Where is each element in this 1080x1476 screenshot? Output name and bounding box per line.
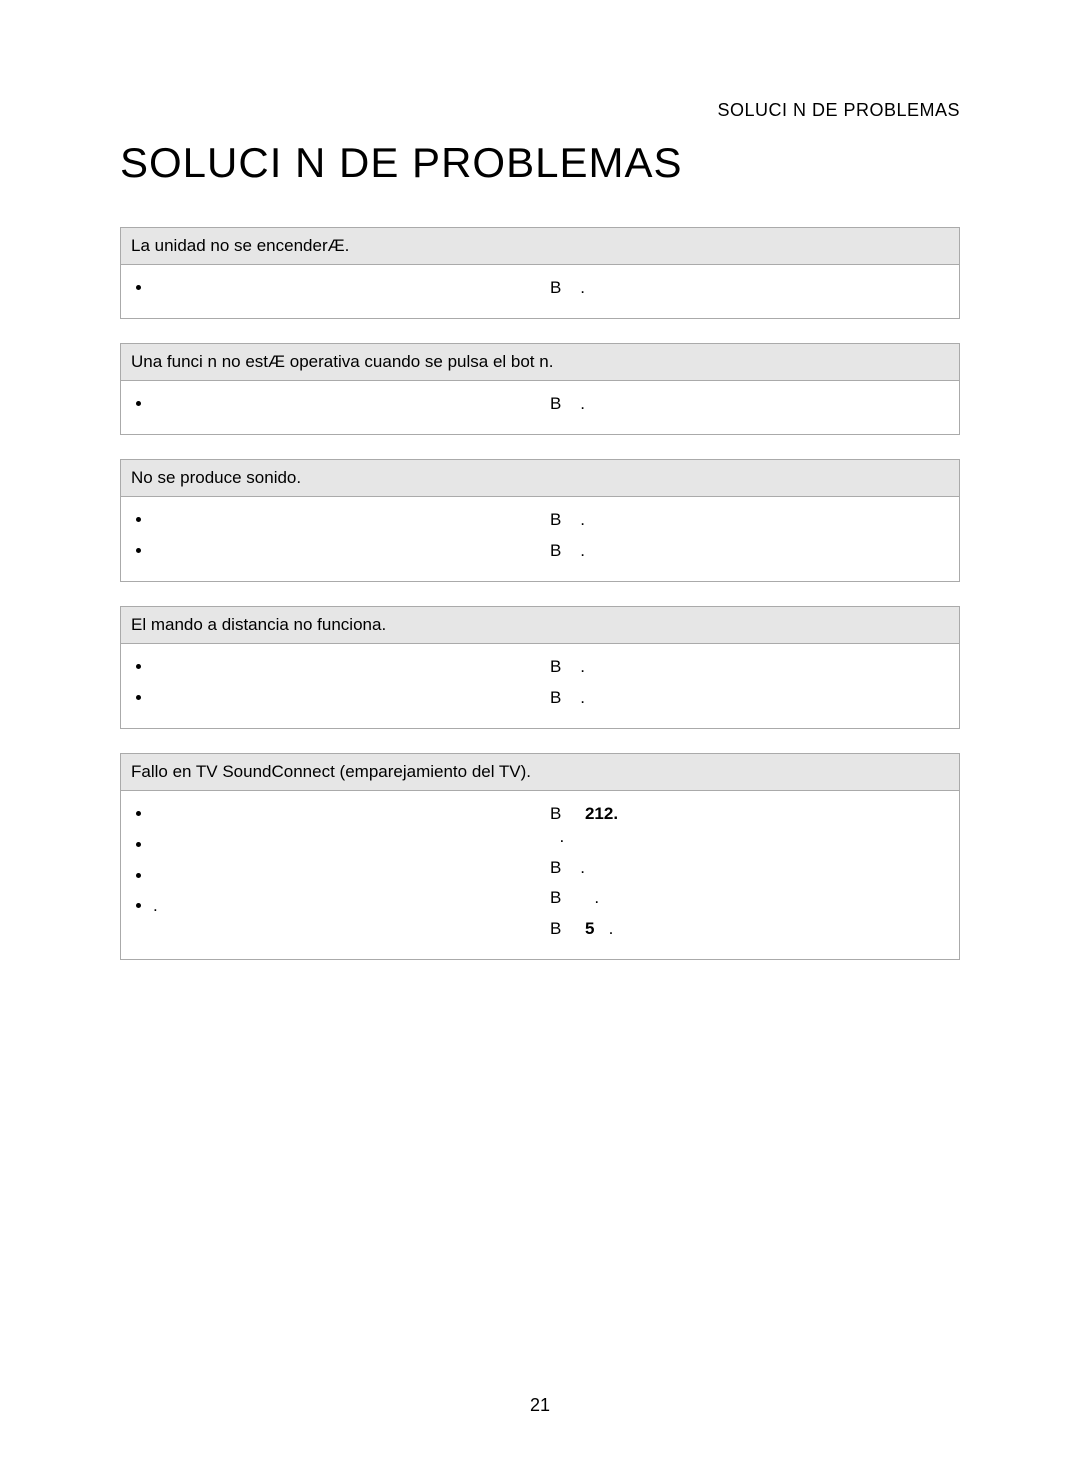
cause-item [153,834,530,857]
solutions-cell: B . B . [540,496,960,581]
solution-line: B . [550,393,949,416]
page-title: SOLUCI N DE PROBLEMAS [120,139,960,187]
page-number: 21 [0,1395,1080,1416]
solutions-cell: B 212. . B . B . B 5 . [540,790,960,960]
trouble-table: Una funci n no estÆ operativa cuando se … [120,343,960,435]
solutions-cell: B . B . [540,643,960,728]
causes-cell [121,380,541,434]
solution-line: B . [550,857,949,880]
cause-item [153,803,530,826]
cause-item [153,277,530,300]
trouble-table: No se produce sonido. B . B . [120,459,960,582]
solution-line: B . [550,656,949,679]
solution-line: B 212. . [550,803,949,849]
cause-item [153,393,530,416]
cause-item [153,687,530,710]
solution-line: B . [550,687,949,710]
trouble-table: Fallo en TV SoundConnect (emparejamiento… [120,753,960,961]
solution-line: B . [550,509,949,532]
solutions-cell: B . [540,380,960,434]
troubleshooting-tables: La unidad no se encenderÆ. B . Una funci n… [120,227,960,960]
cause-item [153,540,530,563]
problem-header: No se produce sonido. [121,459,960,496]
solution-line: B . [550,540,949,563]
causes-cell [121,496,541,581]
causes-cell: . [121,790,541,960]
causes-cell [121,643,541,728]
cause-item [153,509,530,532]
trouble-table: La unidad no se encenderÆ. B . [120,227,960,319]
cause-item [153,865,530,888]
problem-header: La unidad no se encenderÆ. [121,228,960,265]
solution-line: B . [550,277,949,300]
problem-header: El mando a distancia no funciona. [121,606,960,643]
solution-line: B 5 . [550,918,949,941]
solution-line: B . [550,887,949,910]
solutions-cell: B . [540,265,960,319]
trouble-table: El mando a distancia no funciona. B . B . [120,606,960,729]
section-header-label: SOLUCI N DE PROBLEMAS [120,100,960,121]
cause-item: . [153,895,530,918]
problem-header: Una funci n no estÆ operativa cuando se … [121,343,960,380]
cause-item [153,656,530,679]
problem-header: Fallo en TV SoundConnect (emparejamiento… [121,753,960,790]
causes-cell [121,265,541,319]
